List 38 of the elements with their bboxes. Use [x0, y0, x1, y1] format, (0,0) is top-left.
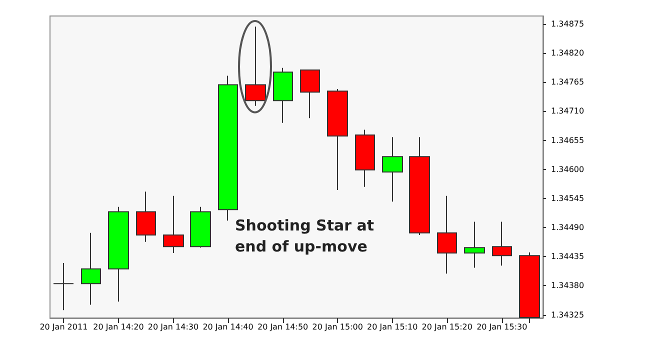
candlestick [245, 26, 266, 106]
y-tick-label: 1.34820 [551, 48, 584, 58]
y-tick-label: 1.34655 [551, 136, 584, 145]
annotation: Shooting Star at end of up-move [235, 216, 380, 256]
candlestick [81, 232, 101, 306]
x-tick-label: 20 Jan 14:50 [257, 322, 308, 332]
y-tick-label: 1.34600 [551, 164, 584, 174]
candlestick [163, 195, 184, 254]
candlestick [300, 69, 320, 119]
y-tick-label: 1.34325 [551, 310, 584, 320]
y-tick-label: 1.34380 [551, 281, 584, 290]
candlestick [218, 75, 238, 222]
candlestick [355, 129, 375, 188]
candlestick [136, 191, 156, 242]
x-tick-label: 20 Jan 2011 [40, 322, 88, 332]
x-tick-label: 20 Jan 15:30 [476, 322, 528, 332]
y-tick-label: 1.34710 [551, 106, 584, 116]
y-tick-label: 1.34545 [551, 194, 584, 203]
candlestick [437, 195, 457, 274]
x-tick-label: 20 Jan 14:20 [93, 322, 144, 332]
y-tick-label: 1.34490 [551, 223, 584, 232]
candlestick [492, 221, 512, 266]
x-tick-label: 20 Jan 14:40 [202, 322, 254, 332]
candlestick [273, 67, 293, 124]
x-tick-label: 20 Jan 14:30 [148, 322, 199, 332]
candlestick [190, 206, 211, 248]
candlestick [53, 262, 74, 311]
x-tick-label: 20 Jan 15:10 [367, 322, 418, 332]
candlestick [108, 206, 129, 302]
y-tick-label: 1.34765 [551, 78, 584, 87]
candlestick [464, 221, 485, 268]
candlestick [382, 136, 403, 202]
candlestick [409, 136, 430, 236]
candlestick [327, 88, 348, 191]
x-tick-label: 20 Jan 15:00 [312, 322, 363, 332]
y-tick-label: 1.34875 [551, 19, 584, 28]
y-tick-label: 1.34435 [551, 252, 584, 262]
x-tick-label: 20 Jan 15:20 [422, 322, 472, 332]
